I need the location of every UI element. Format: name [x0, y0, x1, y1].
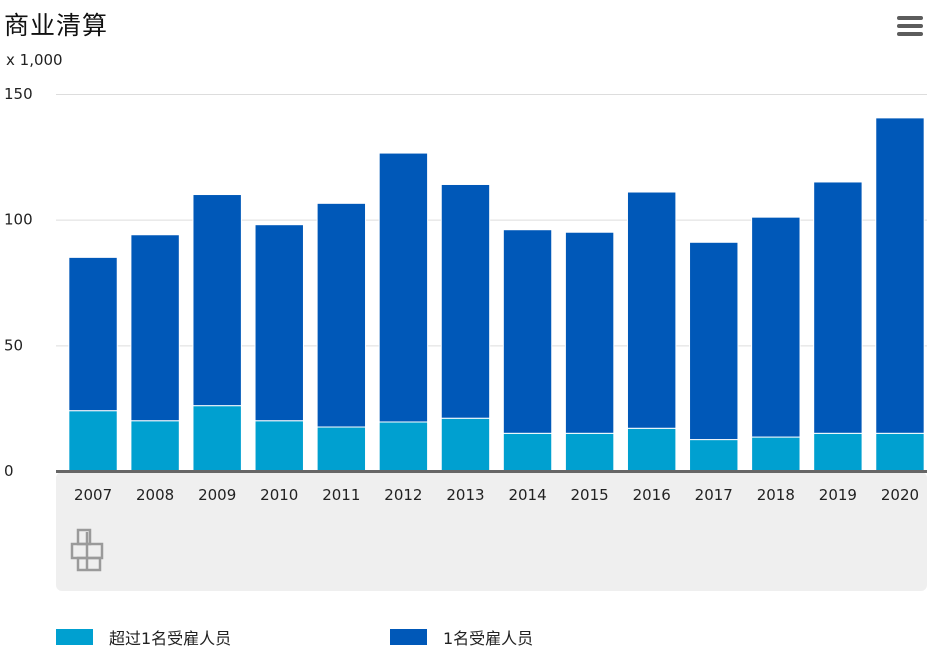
bar-more-than-one-2014: [502, 432, 553, 472]
chart-legend: 超过1名受雇人员 1名受雇人员: [0, 626, 935, 648]
x-tick-label: 2014: [508, 486, 546, 504]
bar-more-than-one-2017: [689, 439, 739, 472]
x-tick-label: 2007: [74, 486, 112, 504]
bar-one-employee-2011: [316, 202, 367, 428]
bar-one-employee-2014: [502, 229, 553, 434]
legend-label-more-than-one: 超过1名受雇人员: [109, 629, 232, 648]
legend-item-more-than-one[interactable]: 超过1名受雇人员: [56, 626, 231, 648]
y-tick-label: 100: [4, 211, 33, 229]
bar-more-than-one-2013: [440, 417, 491, 472]
bar-one-employee-2012: [378, 152, 429, 423]
bar-one-employee-2017: [689, 241, 739, 441]
bar-one-employee-2019: [813, 181, 863, 434]
bar-more-than-one-2015: [564, 432, 615, 472]
x-tick-label: 2020: [881, 486, 919, 504]
x-tick-label: 2010: [260, 486, 298, 504]
bar-one-employee-2015: [564, 231, 615, 434]
chart-area: 0 50 100 150 2007 2008 2009 2010 2011 2012 2013 201…: [4, 85, 927, 591]
bar-more-than-one-2018: [751, 436, 801, 472]
legend-swatch-one-employee: [390, 629, 427, 645]
cbs-logo-icon: [70, 528, 104, 572]
legend-item-one-employee[interactable]: 1名受雇人员: [390, 626, 533, 648]
bar-one-employee-2018: [751, 216, 801, 438]
x-tick-label: 2015: [571, 486, 609, 504]
chart-title: 商业清算: [4, 11, 109, 40]
bar-one-employee-2010: [254, 224, 304, 422]
bar-more-than-one-2010: [254, 420, 304, 472]
bar-more-than-one-2008: [130, 420, 180, 472]
bar-more-than-one-2019: [813, 432, 863, 472]
y-tick-label: 150: [4, 85, 33, 103]
x-tick-label: 2012: [384, 486, 422, 504]
x-tick-label: 2009: [198, 486, 236, 504]
unit-label: x 1,000: [6, 51, 63, 69]
y-tick-label: 50: [4, 336, 23, 354]
bar-one-employee-2016: [626, 191, 677, 429]
x-tick-label: 2011: [322, 486, 360, 504]
hamburger-menu-icon[interactable]: [897, 16, 923, 38]
x-tick-label: 2017: [695, 486, 733, 504]
bar-more-than-one-2009: [192, 405, 242, 472]
bar-one-employee-2009: [192, 194, 242, 407]
bar-more-than-one-2011: [316, 426, 367, 472]
bar-more-than-one-2012: [378, 421, 429, 472]
bar-more-than-one-2016: [626, 427, 677, 472]
y-tick-label: 0: [4, 462, 14, 480]
bar-more-than-one-2007: [68, 410, 118, 472]
bar-one-employee-2013: [440, 183, 491, 419]
x-tick-label: 2019: [819, 486, 857, 504]
bar-one-employee-2008: [130, 234, 180, 422]
bar-more-than-one-2020: [875, 432, 925, 472]
legend-swatch-more-than-one: [56, 629, 93, 645]
x-tick-label: 2013: [446, 486, 484, 504]
x-tick-label: 2008: [136, 486, 174, 504]
bar-one-employee-2007: [68, 256, 118, 412]
x-tick-label: 2018: [757, 486, 795, 504]
bar-one-employee-2020: [875, 117, 925, 434]
x-axis-panel: [56, 472, 927, 591]
legend-label-one-employee: 1名受雇人员: [443, 629, 534, 648]
x-tick-label: 2016: [633, 486, 671, 504]
